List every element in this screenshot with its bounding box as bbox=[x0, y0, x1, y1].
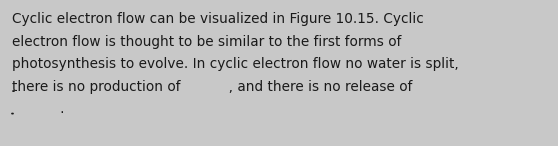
Text: photosynthesis to evolve. In cyclic electron flow no water is split,: photosynthesis to evolve. In cyclic elec… bbox=[12, 57, 459, 71]
Text: there is no production of           , and there is no release of: there is no production of , and there is… bbox=[12, 80, 412, 93]
Text: electron flow is thought to be similar to the first forms of: electron flow is thought to be similar t… bbox=[12, 34, 401, 48]
Text: .: . bbox=[12, 102, 65, 116]
Text: Cyclic electron flow can be visualized in Figure 10.15. Cyclic: Cyclic electron flow can be visualized i… bbox=[12, 12, 424, 26]
